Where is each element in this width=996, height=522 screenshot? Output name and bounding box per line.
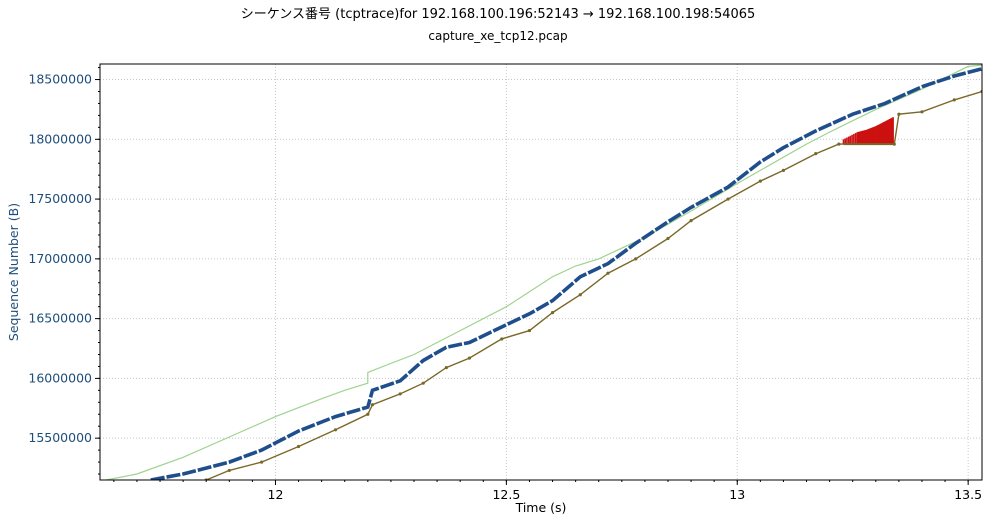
x-tick-label: 13 xyxy=(729,487,745,502)
series-sequence xyxy=(150,67,982,480)
ack-point xyxy=(606,271,610,275)
y-axis-label: Sequence Number (B) xyxy=(6,203,21,341)
x-axis: 12 12.5 13 13.5 xyxy=(113,480,982,502)
ack-point xyxy=(666,236,670,241)
ack-point xyxy=(366,412,370,416)
y-tick-label: 16000000 xyxy=(28,370,92,385)
ack-point xyxy=(527,328,532,333)
x-tick-label: 12 xyxy=(268,487,284,502)
plot-frame xyxy=(99,63,983,481)
ack-point xyxy=(920,110,924,114)
series-clip xyxy=(103,64,982,480)
ack-point xyxy=(897,112,901,116)
series-receive-window xyxy=(103,64,982,480)
x-axis-label: Time (s) xyxy=(515,500,567,515)
ack-point xyxy=(296,444,301,449)
ack-point xyxy=(634,257,638,261)
y-tick-label: 16500000 xyxy=(28,311,92,326)
y-axis: 15500000 16000000 16500000 17000000 17500000… xyxy=(28,67,100,475)
x-tick-label: 13.5 xyxy=(954,487,982,502)
y-tick-label: 15500000 xyxy=(28,430,92,445)
ack-point xyxy=(689,218,693,223)
ack-point xyxy=(421,381,425,385)
x-tick-label: 12.5 xyxy=(492,487,520,502)
ack-point xyxy=(333,428,338,432)
chart-title: シーケンス番号 (tcptrace)for 192.168.100.196:52… xyxy=(240,7,756,22)
ack-point xyxy=(227,468,231,473)
y-tick-label: 17500000 xyxy=(28,191,92,206)
ack-point xyxy=(837,142,841,146)
ack-point xyxy=(758,179,762,183)
ack-point xyxy=(444,366,448,370)
y-tick-label: 18000000 xyxy=(28,131,92,146)
chart-subtitle: capture_xe_tcp12.pcap xyxy=(428,29,568,43)
ack-point xyxy=(398,392,402,396)
y-tick-label: 17000000 xyxy=(28,251,92,266)
ack-point xyxy=(726,197,730,201)
ack-point xyxy=(467,356,472,360)
ack-point xyxy=(550,311,555,315)
ack-point xyxy=(814,152,818,156)
ack-point xyxy=(578,293,582,297)
y-tick-label: 18500000 xyxy=(28,72,92,87)
series-layer xyxy=(103,64,982,480)
ack-point xyxy=(260,460,264,464)
ack-point xyxy=(370,403,375,407)
grid-lines xyxy=(100,64,982,480)
ack-point xyxy=(952,98,956,102)
ack-point xyxy=(500,337,504,341)
ack-point xyxy=(781,168,786,172)
